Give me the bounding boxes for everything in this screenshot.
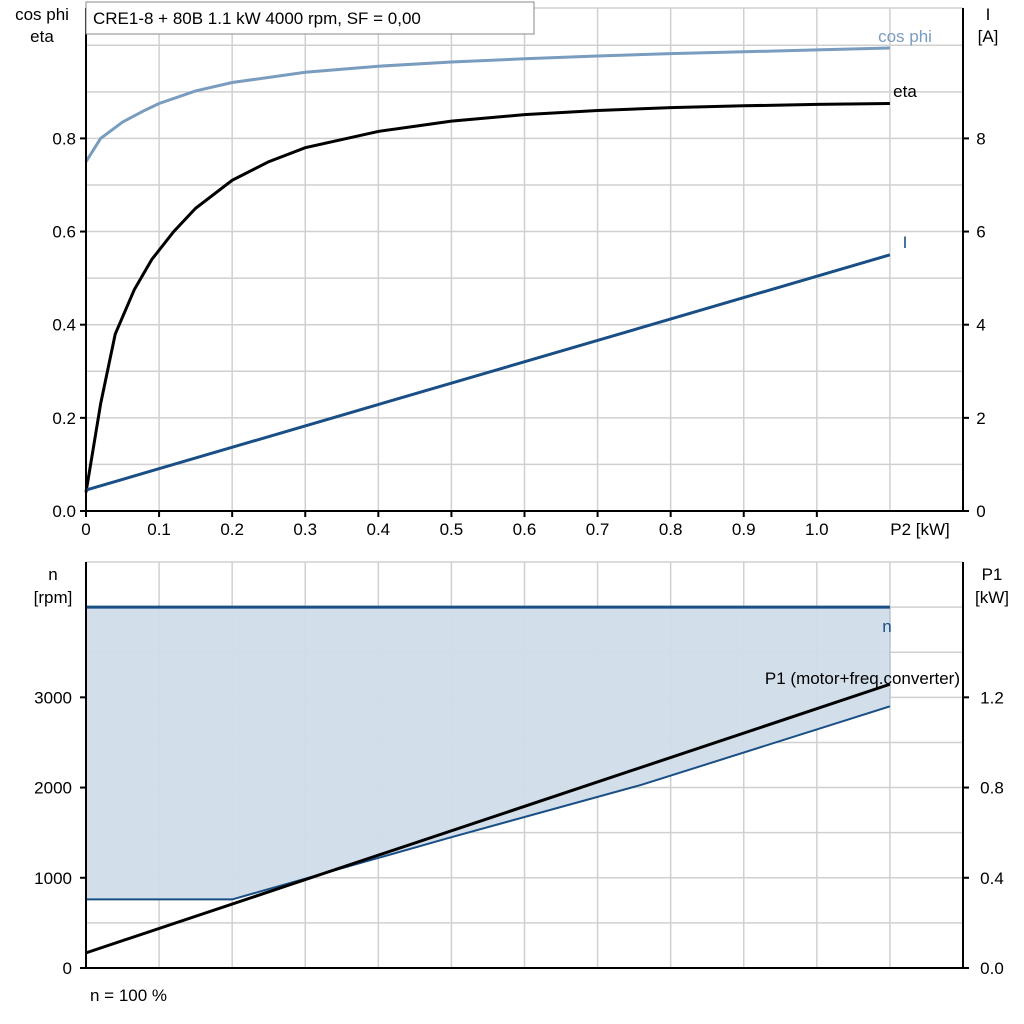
top-xtick-label: 0.6 (513, 520, 537, 539)
footer-speed: n = 100 % (90, 986, 167, 1005)
label-eta: eta (893, 82, 917, 101)
top-grid (86, 7, 964, 511)
bot-ylabel-left-1: n (48, 565, 57, 584)
bottom-ytick-label-left: 3000 (34, 688, 72, 707)
label-cosphi: cos phi (878, 27, 932, 46)
top-ytick-label-left: 0.6 (52, 223, 76, 242)
speed-range-area (86, 607, 890, 900)
series-eta (84, 101, 890, 493)
series-I (85, 253, 891, 492)
top-xtick-label: 0.7 (586, 520, 610, 539)
top-xtick-label: 0.3 (293, 520, 317, 539)
bottom-ytick-label-left: 2000 (34, 779, 72, 798)
top-xtick-label: 0 (81, 520, 90, 539)
label-n: n (882, 617, 891, 636)
top-ytick-label-right: 6 (976, 223, 985, 242)
bot-ylabel-right-2: [kW] (975, 588, 1009, 607)
top-ylabel-right-1: I (986, 5, 991, 24)
label-I: I (903, 233, 908, 252)
top-xtick-label: 0.2 (220, 520, 244, 539)
top-ytick-label-left: 0.8 (52, 129, 76, 148)
bottom-ytick-label-right: 0.4 (980, 869, 1004, 888)
series-min-speed (86, 705, 891, 901)
top-ytick-label-left: 0.2 (52, 409, 76, 428)
top-xtick-label: 0.1 (147, 520, 171, 539)
top-ytick-label-right: 4 (976, 316, 985, 335)
top-xtick-label: 0.5 (440, 520, 464, 539)
bottom-ytick-label-right: 1.2 (980, 688, 1004, 707)
title-box (85, 1, 535, 35)
top-ytick-label-right: 0 (976, 502, 985, 521)
series-P1 (85, 682, 891, 955)
top-ytick-label-right: 2 (976, 409, 985, 428)
top-xtick-label: 0.4 (367, 520, 391, 539)
top-xtick-label: 1.0 (805, 520, 829, 539)
top-xtick-label: 0.9 (732, 520, 756, 539)
bottom-ytick-label-right: 0.0 (980, 959, 1004, 978)
top-xlabel: P2 [kW] (890, 520, 950, 539)
top-ytick-label-left: 0.4 (52, 316, 76, 335)
top-ylabel-left-1: cos phi (15, 5, 69, 24)
bot-ylabel-left-2: [rpm] (34, 588, 73, 607)
series-cos-phi (84, 46, 890, 163)
bottom-ytick-label-left: 1000 (34, 869, 72, 888)
top-ytick-label-left: 0.0 (52, 502, 76, 521)
label-P1: P1 (motor+freq.converter) (765, 669, 960, 688)
top-ylabel-right-2: [A] (978, 27, 999, 46)
bottom-ytick-label-right: 0.8 (980, 779, 1004, 798)
top-ylabel-left-2: eta (30, 27, 54, 46)
bot-ylabel-right-1: P1 (982, 565, 1003, 584)
chart-title: CRE1-8 + 80B 1.1 kW 4000 rpm, SF = 0,00 (93, 9, 421, 28)
top-ytick-label-right: 8 (976, 129, 985, 148)
bottom-ytick-label-left: 0 (63, 959, 72, 978)
top-xtick-label: 0.8 (659, 520, 683, 539)
